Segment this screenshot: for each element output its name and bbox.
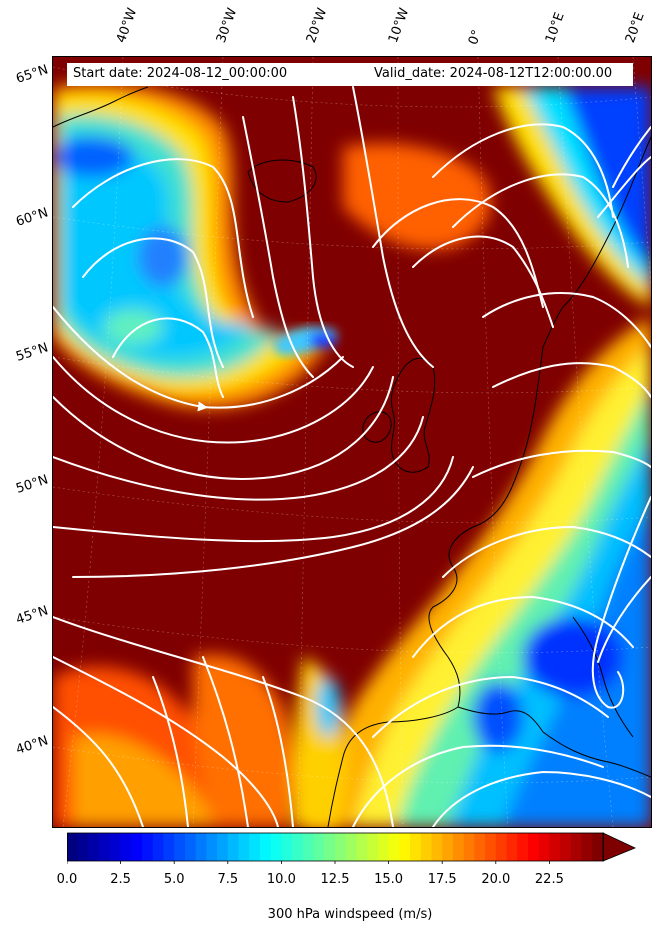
colorbar-tick-label: 2.5: [110, 872, 131, 887]
lon-label-10e: 10°E: [542, 10, 568, 46]
lat-label-40n: 40°N: [14, 733, 51, 758]
colorbar-tick-label: 22.5: [534, 872, 564, 887]
colorbar-segment: [356, 833, 368, 861]
lon-label-30w: 30°W: [213, 6, 241, 45]
colorbar-segment: [313, 833, 325, 861]
colorbar-segment: [367, 833, 379, 861]
colorbar-segment: [302, 833, 315, 861]
lon-label-40w: 40°W: [113, 6, 141, 45]
colorbar-segment: [570, 833, 583, 861]
colorbar-segment: [152, 833, 164, 861]
colorbar-segment: [238, 833, 250, 861]
colorbar-tick-label: 5.0: [163, 872, 185, 887]
colorbar-segment: [377, 833, 390, 861]
map-panel: [52, 56, 652, 828]
windspeed-map: [53, 57, 651, 827]
colorbar-segment: [463, 833, 475, 861]
colorbar-segment: [109, 833, 122, 861]
colorbar-segment: [485, 833, 497, 861]
colorbar-segment: [442, 833, 454, 861]
lon-label-0: 0°: [465, 27, 486, 47]
colorbar-tick-label: 7.5: [217, 872, 239, 887]
colorbar-tick-label: 10.0: [266, 872, 296, 887]
colorbar-segment: [549, 833, 561, 861]
lon-label-10w: 10°W: [385, 6, 413, 45]
colorbar-tick-label: 12.5: [320, 872, 350, 887]
colorbar-segment: [517, 833, 529, 861]
lon-label-20e: 20°E: [622, 10, 648, 46]
colorbar-segment: [270, 833, 282, 861]
lat-label-45n: 45°N: [14, 603, 51, 628]
colorbar-segment: [249, 833, 261, 861]
colorbar-segment: [259, 833, 272, 861]
colorbar-segment: [206, 833, 218, 861]
colorbar-segment: [452, 833, 465, 861]
streamlines: [53, 86, 651, 827]
colorbar-segment: [560, 833, 572, 861]
lat-label-50n: 50°N: [14, 472, 51, 497]
colorbar: [66, 832, 637, 865]
colorbar-segment: [335, 833, 347, 861]
date-header-box: [67, 63, 633, 86]
colorbar-tick-label: 20.0: [481, 872, 511, 887]
colorbar-segment: [495, 833, 508, 861]
colorbar-title: 300 hPa windspeed (m/s): [267, 907, 433, 922]
colorbar-segment: [88, 833, 100, 861]
colorbar-segment: [592, 833, 604, 861]
colorbar-tick-label: 0.0: [56, 872, 78, 887]
lat-label-55n: 55°N: [14, 340, 51, 365]
start-date-label: Start date: 2024-08-12_00:00:00: [73, 66, 288, 81]
colorbar-segment: [217, 833, 229, 861]
colorbar-segment: [388, 833, 400, 861]
valid-date-label: Valid_date: 2024-08-12T12:00:00.00: [374, 66, 613, 81]
colorbar-segment: [538, 833, 550, 861]
colorbar-segment: [163, 833, 175, 861]
colorbar-segment: [120, 833, 132, 861]
colorbar-extend-arrow: [602, 832, 636, 862]
colorbar-segment: [581, 833, 593, 861]
colorbar-segment: [195, 833, 207, 861]
colorbar-segment: [324, 833, 336, 861]
colorbar-tick-label: 17.5: [427, 872, 457, 887]
colorbar-segment: [410, 833, 422, 861]
colorbar-segment: [281, 833, 293, 861]
lat-label-65n: 65°N: [14, 62, 51, 87]
colorbar-segment: [184, 833, 197, 861]
colorbar-segment: [227, 833, 240, 861]
colorbar-segment: [142, 833, 154, 861]
colorbar-segment: [420, 833, 432, 861]
lon-label-20w: 20°W: [303, 6, 331, 45]
colorbar-segment: [292, 833, 304, 861]
colorbar-segment: [77, 833, 89, 861]
colorbar-segment: [345, 833, 357, 861]
colorbar-segment: [174, 833, 186, 861]
colorbar-outline: [67, 832, 604, 862]
colorbar-segment: [527, 833, 540, 861]
colorbar-segment: [506, 833, 518, 861]
colorbar-segment: [399, 833, 411, 861]
lat-label-60n: 60°N: [14, 205, 51, 230]
colorbar-segment: [131, 833, 143, 861]
colorbar-svg: [66, 832, 636, 865]
coastlines: [53, 86, 651, 827]
colorbar-segment: [431, 833, 443, 861]
colorbar-tick-label: 15.0: [374, 872, 404, 887]
colorbar-segment: [99, 833, 111, 861]
colorbar-segment: [67, 833, 79, 861]
colorbar-segment: [474, 833, 486, 861]
